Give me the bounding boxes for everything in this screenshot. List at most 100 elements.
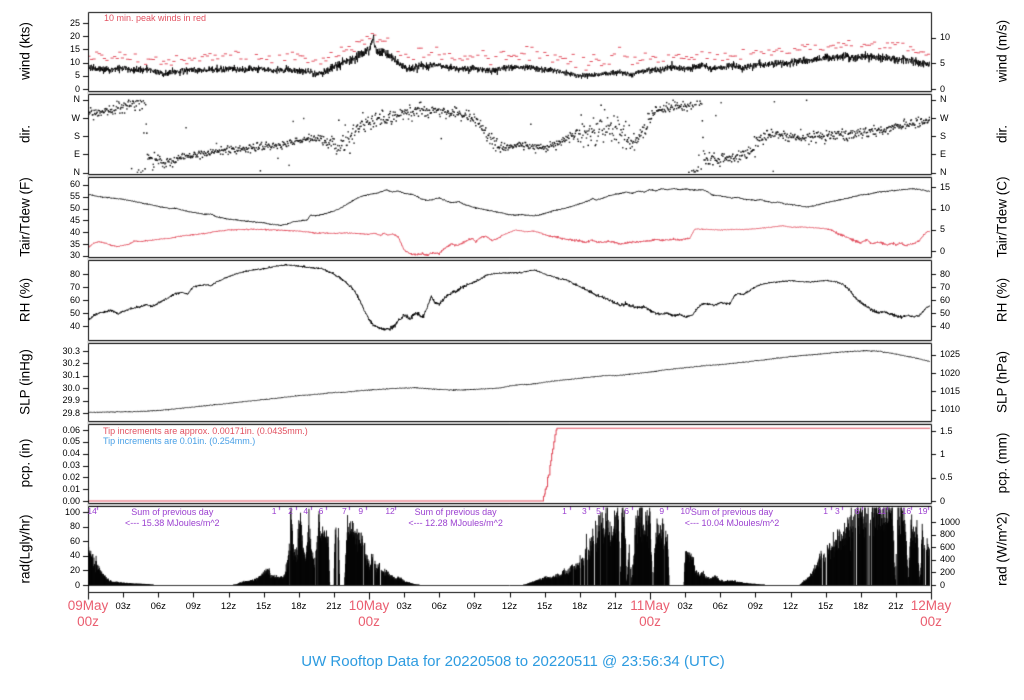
axis-title-rh-left: RH (%) [17, 277, 33, 323]
x-date-label-10may: 10May 00z [349, 598, 390, 630]
rad-sum-annotation-day2: Sum of previous day <--- 12.28 MJoules/m… [408, 507, 503, 528]
x-tick-label: 03z [396, 601, 412, 612]
rad-cumulative-mark: 9 [659, 506, 665, 516]
rad-cumulative-mark: 6 [318, 506, 324, 516]
x-tick-label: 21z [607, 601, 623, 612]
date-line2: 00z [77, 614, 99, 629]
y-tick-label-right: 800 [940, 529, 956, 540]
axis-title-slp-left: SLP (inHg) [17, 349, 33, 415]
y-tick-label-right: 10 [940, 203, 951, 214]
axis-title-dir-right: dir. [994, 124, 1010, 144]
y-tick-label-right: 10 [940, 32, 951, 43]
axis-title-pcp-right: pcp. (mm) [994, 432, 1010, 494]
y-tick-label-left: 50 [69, 203, 80, 214]
x-tick-label: 15z [536, 601, 553, 612]
rad-cumulative-mark: 3 [582, 506, 587, 516]
axis-title-temp-left: Tair/Tdew (F) [17, 177, 33, 257]
y-tick-label-left: 5 [74, 70, 80, 81]
axis-title-temp-right: Tair/Tdew (C) [994, 176, 1010, 258]
rad-cumulative-mark: 3 [834, 506, 840, 516]
x-tick-label: 06z [712, 601, 728, 612]
y-tick-label-right: 600 [940, 541, 956, 552]
y-tick-label-left: 55 [69, 191, 80, 202]
x-date-label-09may: 09May 00z [68, 598, 109, 630]
y-tick-label-left: 30 [69, 250, 80, 261]
y-tick-label-left: 80 [69, 268, 80, 279]
date-line1: 10May [348, 598, 390, 613]
y-tick-label-right: 5 [940, 57, 946, 68]
x-tick-label: 06z [431, 601, 447, 612]
y-tick-label-right: 1025 [940, 349, 961, 360]
rad-cumulative-mark: 14 [87, 506, 97, 516]
y-tick-label-left: 0 [74, 579, 80, 590]
y-tick-label-right: 60 [940, 294, 951, 305]
y-tick-label-left: 80 [69, 521, 80, 532]
y-tick-label-left: 29.9 [62, 395, 80, 406]
y-tick-label-left: 25 [69, 17, 80, 28]
y-tick-label-left: 0.00 [62, 495, 80, 506]
y-tick-label-left: 30.1 [62, 370, 80, 381]
axis-title-rad-left: rad(Lgly/hr) [17, 514, 33, 584]
y-tick-label-left: 0 [74, 83, 80, 94]
y-tick-label-right: 0.5 [940, 472, 953, 483]
x-tick-label: 09z [466, 601, 483, 612]
pcp-tip-note-blue: Tip increments are 0.01in. (0.254mm.) [103, 436, 256, 446]
rad-cumulative-mark: 16 [901, 506, 912, 516]
y-tick-label-left: 30.2 [62, 357, 80, 368]
date-line2: 00z [639, 614, 661, 629]
rad-cumulative-mark: 7 [342, 506, 347, 516]
x-tick-label: 21z [326, 601, 342, 612]
x-tick-label: 09z [747, 601, 764, 612]
date-line1: 09May [67, 598, 109, 613]
x-tick-label: 18z [572, 601, 588, 612]
y-tick-label-right: W [940, 112, 949, 123]
y-tick-label-right: 80 [940, 268, 951, 279]
y-tick-label-left: 20 [69, 564, 80, 575]
x-tick-label: 12z [220, 601, 237, 612]
date-line2: 00z [920, 614, 942, 629]
y-tick-label-left: 20 [69, 30, 80, 41]
rad-sum-line1: Sum of previous day [690, 507, 773, 517]
rad-cumulative-mark: 1 [271, 506, 277, 516]
rad-cumulative-mark: 12 [385, 506, 395, 516]
y-tick-label-left: 40 [69, 550, 80, 561]
x-tick-label: 21z [888, 601, 904, 612]
x-date-label-12may: 12May 00z [911, 598, 952, 630]
y-tick-label-right: 1010 [940, 404, 961, 415]
y-tick-label-right: 70 [940, 281, 951, 292]
rad-cumulative-mark: 5 [596, 506, 601, 516]
x-tick-label: 15z [817, 601, 834, 612]
y-tick-label-right: S [940, 130, 947, 141]
rad-cumulative-mark: 10 [680, 506, 690, 516]
y-tick-label-left: N [73, 167, 81, 177]
y-tick-label-left: 40 [69, 226, 80, 237]
axis-title-rad-right: rad (W/m^2) [994, 512, 1010, 586]
x-tick-label: 06z [150, 601, 166, 612]
x-tick-label: 09z [185, 601, 202, 612]
x-tick-label: 12z [501, 601, 518, 612]
y-tick-label-left: 40 [69, 320, 80, 331]
rad-cumulative-mark: 9 [358, 506, 364, 516]
y-tick-label-left: 0.01 [62, 483, 80, 494]
date-line1: 12May [910, 598, 952, 613]
y-tick-label-right: N [940, 94, 947, 105]
y-tick-label-left: 0.06 [62, 424, 80, 435]
rad-cumulative-mark: 6 [624, 506, 629, 516]
y-tick-label-right: 0 [940, 579, 946, 590]
rad-sum-line2: <--- 15.38 MJoules/m^2 [125, 517, 220, 528]
rad-sum-line1: Sum of previous day [414, 507, 497, 517]
x-tick-label: 03z [115, 601, 131, 612]
rad-cumulative-mark: 11 [877, 506, 887, 516]
y-tick-label-left: 35 [69, 238, 80, 249]
y-tick-label-left: 0.02 [62, 471, 80, 482]
x-tick-label: 18z [291, 601, 307, 612]
axis-title-dir-left: dir. [17, 124, 33, 144]
y-tick-label-right: N [940, 167, 947, 177]
rad-cumulative-mark: 19 [918, 506, 928, 516]
date-line2: 00z [358, 614, 380, 629]
y-tick-label-right: 200 [940, 566, 956, 577]
rad-sum-line2: <--- 12.28 MJoules/m^2 [408, 517, 503, 528]
y-tick-label-right: 1 [940, 448, 946, 459]
y-tick-label-left: W [71, 112, 81, 123]
